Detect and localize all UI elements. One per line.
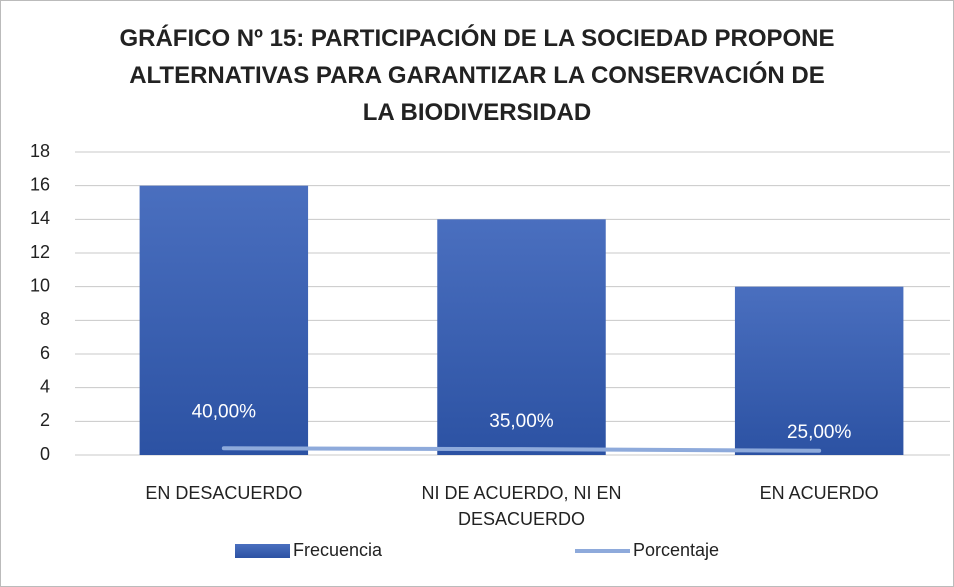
x-tick-label: EN ACUERDO	[759, 483, 879, 503]
y-tick-label: 0	[40, 444, 50, 464]
x-tick-label: EN DESACUERDO	[145, 483, 303, 503]
x-tick-label: NI DE ACUERDO, NI EN DESACUERDO	[421, 483, 622, 529]
y-tick-label: 4	[40, 376, 50, 396]
y-tick-label: 2	[40, 410, 50, 430]
legend-label: Porcentaje	[633, 540, 719, 560]
bar	[139, 185, 309, 455]
chart-title: GRÁFICO Nº 15: PARTICIPACIÓN DE LA SOCIE…	[119, 25, 835, 126]
bar	[734, 286, 904, 455]
bar	[437, 219, 606, 455]
y-tick-label: 16	[30, 174, 50, 194]
y-tick-label: 12	[30, 242, 50, 262]
y-tick-label: 18	[30, 141, 50, 161]
data-label: 35,00%	[489, 411, 554, 432]
y-tick-label: 14	[30, 208, 50, 228]
y-tick-label: 8	[40, 309, 50, 329]
legend-label: Frecuencia	[293, 540, 383, 560]
data-label: 40,00%	[192, 401, 257, 422]
legend-swatch	[235, 544, 290, 558]
y-tick-label: 6	[40, 343, 50, 363]
data-label: 25,00%	[787, 422, 852, 443]
y-tick-label: 10	[30, 275, 50, 295]
line	[221, 446, 822, 453]
